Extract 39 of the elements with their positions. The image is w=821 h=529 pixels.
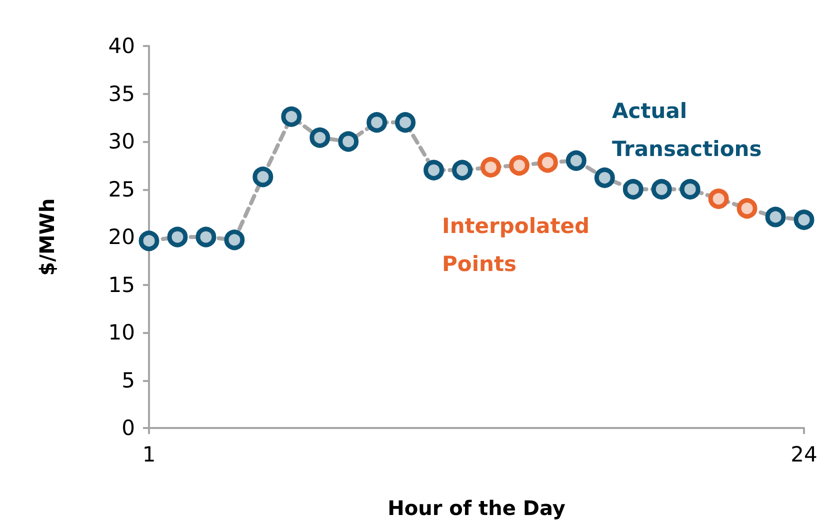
point [281,106,302,127]
point [794,210,814,230]
text: Interpolated Points [442,214,590,276]
y-tick-label: 10 [108,320,135,344]
point [338,131,359,152]
y-tick-label: 15 [108,272,135,297]
point [424,160,444,180]
point [480,157,501,178]
y-tick-label: 35 [108,82,135,106]
x-tick-label: 24 [790,442,818,466]
point [680,179,700,200]
series-label: Actual Transactions [612,99,762,161]
point [224,230,245,250]
point [310,127,330,148]
point [622,179,644,200]
point [395,112,416,133]
point [708,188,729,210]
y-tick-label: 25 [108,177,135,202]
point [167,226,188,248]
y-tick-label: 20 [108,225,135,249]
point [765,206,786,228]
point [196,226,216,248]
x-axis-title: Hour of the Day [388,496,566,520]
point [138,230,160,252]
y-tick-label: 30 [108,130,135,154]
point [252,166,274,188]
point [651,179,672,200]
point [508,155,530,176]
point [566,150,586,171]
y-tick-label: 5 [122,368,135,392]
x-tick-label: 1 [142,442,156,466]
y-tick-label: 40 [108,34,135,58]
y-axis-title: $/MWh [35,198,59,276]
y-tick-label: 0 [122,416,135,440]
point [736,198,758,219]
point [594,168,615,188]
point [452,160,473,180]
point [366,112,388,133]
point [537,152,558,173]
